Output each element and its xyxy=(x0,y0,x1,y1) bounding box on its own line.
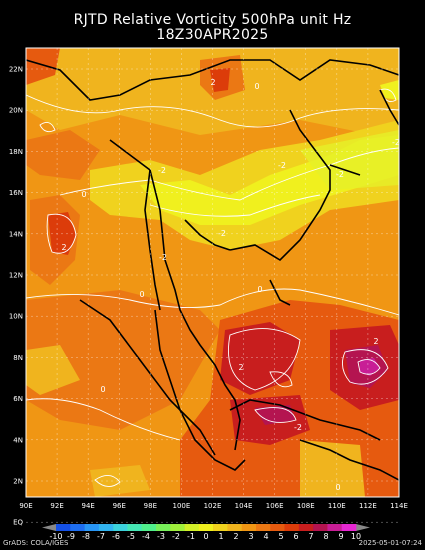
lat-tick-label: 6N xyxy=(13,395,23,403)
lat-tick-label: 10N xyxy=(9,313,23,321)
grid-lines xyxy=(26,48,399,523)
lon-tick-label: 94E xyxy=(81,502,94,510)
colorbar-tick-label: -10 xyxy=(49,532,62,541)
lon-tick-label: 110E xyxy=(328,502,346,510)
map-time: 18Z30APR2025 xyxy=(156,27,269,43)
colorbar-swatch xyxy=(141,524,157,531)
footer-timestamp: 2025-05-01-07:24 xyxy=(358,539,422,547)
colorbar-swatch xyxy=(241,524,257,531)
contour-label: 0 xyxy=(81,190,86,199)
contour-label: 2 xyxy=(210,78,215,87)
lon-tick-label: 96E xyxy=(113,502,126,510)
colorbar-tick-label: 0 xyxy=(203,532,208,541)
colorbar-swatch xyxy=(227,524,243,531)
lon-tick-label: 104E xyxy=(235,502,253,510)
lon-tick-label: 108E xyxy=(297,502,315,510)
longitude-labels: 90E 92E 94E 96E 98E 100E 102E 104E 106E 108E 110E 1… xyxy=(19,502,408,510)
colorbar-right-arrow xyxy=(356,524,370,531)
colorbar-tick-label: -4 xyxy=(142,532,150,541)
contour-label: 2 xyxy=(373,337,378,346)
contour-label: 2 xyxy=(61,243,66,252)
colorbar-labels: -10 -9 -8 -7 -6 -5 -4 -3 -2 -1 0 1 2 3 4 5 6 7 8 9 10 xyxy=(49,532,361,541)
coastlines xyxy=(26,59,399,481)
lon-tick-label: 100E xyxy=(173,502,191,510)
lon-tick-label: 92E xyxy=(50,502,63,510)
colorbar-swatch xyxy=(298,524,314,531)
contour-label: -2 xyxy=(392,138,400,147)
colorbar-swatch xyxy=(213,524,228,531)
lat-tick-label: 2N xyxy=(13,478,23,486)
lon-tick-label: 112E xyxy=(359,502,377,510)
contour-label: 0 xyxy=(335,483,340,492)
colorbar-tick-label: 6 xyxy=(293,532,298,541)
colorbar-swatch xyxy=(170,524,185,531)
colorbar-tick-label: -3 xyxy=(157,532,165,541)
colorbar-left-arrow xyxy=(42,524,56,531)
colorbar-swatch xyxy=(84,524,100,531)
colorbar-swatch xyxy=(70,524,85,531)
colorbar-swatch xyxy=(113,524,128,531)
contour-label: -2 xyxy=(218,229,226,238)
colorbar-swatch xyxy=(341,524,357,531)
colorbar-tick-label: 4 xyxy=(263,532,268,541)
lat-tick-label: 14N xyxy=(9,230,23,238)
latitude-labels: 22N 20N 18N 16N 14N 12N 10N 8N 6N 4N 2N EQ xyxy=(9,66,24,527)
contour-label: -2 xyxy=(336,170,344,179)
colorbar-tick-label: -5 xyxy=(127,532,135,541)
map-title: RJTD Relative Vorticity 500hPa unit Hz xyxy=(73,12,352,28)
footer-credit: GrADS: COLA/IGES xyxy=(3,539,69,547)
colorbar-swatch xyxy=(156,524,171,531)
lat-tick-label: EQ xyxy=(13,519,23,527)
lat-tick-label: 20N xyxy=(9,107,23,115)
contour-label: -2 xyxy=(294,423,302,432)
colorbar-tick-label: 9 xyxy=(338,532,343,541)
colorbar-swatch xyxy=(256,524,271,531)
colorbar-swatch xyxy=(198,524,214,531)
colorbar-swatch xyxy=(98,524,114,531)
lon-tick-label: 90E xyxy=(19,502,32,510)
colorbar-tick-label: 7 xyxy=(308,532,313,541)
contour-label: 0 xyxy=(257,285,262,294)
contour-label: -2 xyxy=(158,166,166,175)
colorbar-swatch xyxy=(56,524,71,531)
contour-label: -2 xyxy=(278,161,286,170)
colorbar-swatch xyxy=(284,524,300,531)
lat-tick-label: 12N xyxy=(9,272,23,280)
lat-tick-label: 8N xyxy=(13,354,23,362)
lon-tick-label: 98E xyxy=(144,502,157,510)
colorbar-swatch xyxy=(127,524,143,531)
colorbar-tick-label: -9 xyxy=(67,532,75,541)
colorbar-swatch xyxy=(327,524,343,531)
shaded-field xyxy=(26,48,399,497)
colorbar-swatch xyxy=(184,524,200,531)
colorbar-swatch xyxy=(270,524,285,531)
contour-label: 0 xyxy=(100,385,105,394)
contour-label: 2 xyxy=(238,363,243,372)
colorbar-swatch xyxy=(313,524,328,531)
colorbar-tick-label: -2 xyxy=(172,532,180,541)
lat-tick-label: 22N xyxy=(9,66,23,74)
contour-label: 0 xyxy=(139,290,144,299)
lat-tick-label: 4N xyxy=(13,436,23,444)
contour-label: 0 xyxy=(254,82,259,91)
colorbar-tick-label: -8 xyxy=(82,532,90,541)
colorbar-tick-label: 3 xyxy=(248,532,253,541)
contour-value-labels: 0 2 -2 -2 -2 -2 0 2 -2 -2 0 2 0 0 2 -2 0 xyxy=(61,78,400,492)
colorbar-tick-label: 5 xyxy=(278,532,283,541)
colorbar-tick-label: -1 xyxy=(187,532,195,541)
colorbar-tick-label: 2 xyxy=(233,532,238,541)
lat-tick-label: 16N xyxy=(9,189,23,197)
contour-label: -2 xyxy=(159,253,167,262)
colorbar-tick-label: 10 xyxy=(351,532,361,541)
lon-tick-label: 106E xyxy=(266,502,284,510)
lon-tick-label: 102E xyxy=(204,502,222,510)
colorbar-tick-label: -6 xyxy=(112,532,120,541)
colorbar-tick-label: -7 xyxy=(97,532,105,541)
lon-tick-label: 114E xyxy=(390,502,408,510)
colorbar-tick-label: 1 xyxy=(218,532,223,541)
colorbar xyxy=(42,524,370,531)
colorbar-tick-label: 8 xyxy=(323,532,328,541)
lat-tick-label: 18N xyxy=(9,148,23,156)
